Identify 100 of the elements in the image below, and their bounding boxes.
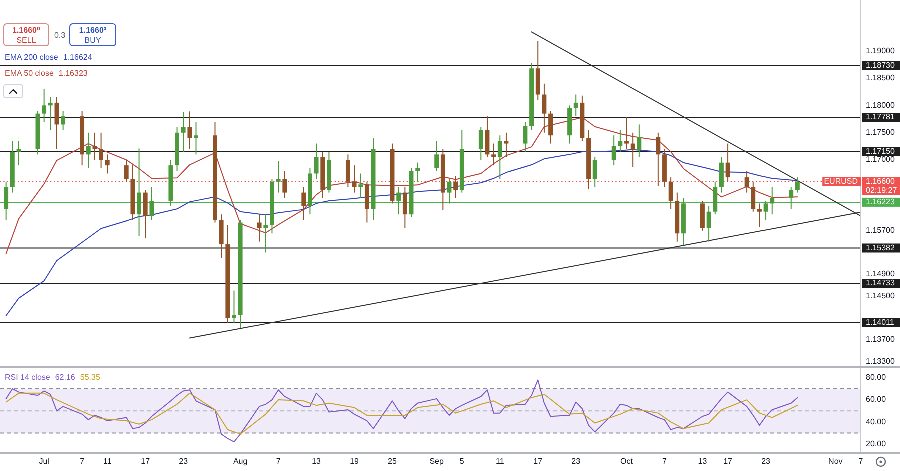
x-tick-label: 11	[103, 457, 112, 466]
candlestick	[744, 170, 750, 194]
text: 1.18730	[866, 61, 896, 70]
candlestick	[454, 176, 458, 199]
candlestick	[302, 186, 306, 221]
candlestick	[99, 132, 104, 169]
candlestick	[612, 135, 616, 166]
candlestick	[789, 186, 794, 210]
candlestick	[498, 135, 502, 180]
text: 1.16223	[866, 198, 896, 207]
x-tick-label: 17	[141, 457, 151, 466]
candlestick	[314, 143, 319, 180]
x-tick-label: 17	[724, 457, 734, 466]
candlestick	[352, 165, 357, 194]
y-tick-label: 1.17000	[866, 155, 896, 164]
x-tick-label: Oct	[620, 457, 634, 466]
candlestick	[264, 214, 268, 254]
candlestick	[282, 170, 288, 199]
x-tick-label: 7	[662, 457, 668, 466]
annotation: SELL	[16, 36, 37, 46]
annotation: 1.1660³	[79, 26, 107, 36]
candlestick	[105, 154, 110, 174]
series-label: RSI 14 close	[5, 373, 51, 382]
candlestick	[16, 140, 22, 166]
candlestick	[542, 83, 547, 134]
candlestick	[61, 110, 66, 131]
x-tick-label: Nov	[828, 457, 843, 466]
x-tick-label: 19	[350, 457, 360, 466]
candlestick	[42, 88, 47, 122]
line-series	[6, 117, 798, 254]
candlestick	[150, 186, 154, 221]
y-tick-label: 40.00	[866, 417, 887, 426]
candlestick	[624, 116, 629, 150]
y-tick-label: 80.00	[866, 373, 887, 382]
candlestick	[188, 111, 192, 150]
text: 1.17150	[866, 147, 896, 156]
y-tick-label: 1.14500	[866, 291, 896, 300]
candlestick	[523, 122, 528, 152]
candlestick	[618, 130, 623, 152]
candlestick	[726, 143, 730, 182]
x-tick-label: 23	[762, 457, 772, 466]
annotation: 1.16624	[63, 53, 93, 62]
text: EMA 200 close	[5, 53, 59, 62]
candlestick	[770, 186, 775, 216]
candlestick	[4, 181, 9, 221]
candlestick	[86, 132, 91, 169]
candlestick	[637, 124, 642, 158]
candlestick	[504, 132, 509, 158]
x-tick-label: 5	[460, 457, 465, 466]
annotation: 1.1660⁰	[12, 26, 41, 36]
y-tick-label: 1.18000	[866, 100, 896, 110]
x-tick-label: 7	[276, 457, 282, 466]
candlestick	[181, 112, 186, 152]
annotation: 55.35	[80, 373, 101, 382]
candlestick	[92, 132, 98, 161]
text: 1.16600	[866, 177, 896, 186]
x-tick-label: 23	[572, 457, 582, 466]
text: 02:19:27	[866, 186, 898, 196]
candlestick	[795, 177, 800, 194]
y-tick-label: 1.14900	[866, 270, 896, 279]
x-tick-label: 17	[534, 457, 544, 466]
candlestick	[232, 290, 236, 324]
candlestick	[574, 94, 578, 118]
x-tick-label: Jul	[39, 457, 50, 466]
text: 1.17781	[866, 112, 896, 122]
y-tick-label: 1.17500	[866, 128, 896, 137]
x-tick-label: Sep	[430, 457, 444, 466]
candlestick	[434, 140, 440, 172]
candlestick	[416, 162, 420, 182]
candlestick	[630, 132, 636, 168]
text: 1.14011	[866, 318, 895, 328]
y-tick-label: 60.00	[866, 395, 887, 404]
x-tick-label: 13	[312, 457, 322, 466]
candlestick	[764, 200, 768, 221]
annotation: 0.3	[54, 31, 66, 40]
x-tick-label: 11	[496, 457, 505, 466]
x-tick-label: Aug	[233, 457, 248, 466]
candlestick	[548, 110, 554, 144]
line-series	[6, 392, 798, 435]
candlestick	[124, 160, 129, 182]
candlestick	[492, 143, 496, 166]
line-series	[6, 380, 798, 443]
y-tick-label: 1.15700	[866, 226, 896, 236]
candlestick	[751, 181, 756, 212]
candlestick	[358, 173, 364, 199]
x-tick-label: 25	[388, 457, 398, 466]
candlestick	[137, 148, 142, 237]
candlestick	[194, 122, 198, 156]
candlestick	[257, 214, 262, 242]
candlestick	[48, 96, 53, 131]
candlestick	[757, 203, 762, 228]
candlestick	[447, 178, 452, 204]
x-tick-label: 23	[179, 457, 189, 466]
text: EMA 50 close	[5, 69, 54, 78]
candlestick	[668, 177, 674, 210]
y-tick-label: 1.13300	[866, 356, 896, 366]
annotation: BUY	[84, 36, 102, 46]
x-tick-label: 13	[698, 457, 708, 466]
candlestick	[656, 132, 661, 187]
candlestick	[143, 190, 148, 239]
